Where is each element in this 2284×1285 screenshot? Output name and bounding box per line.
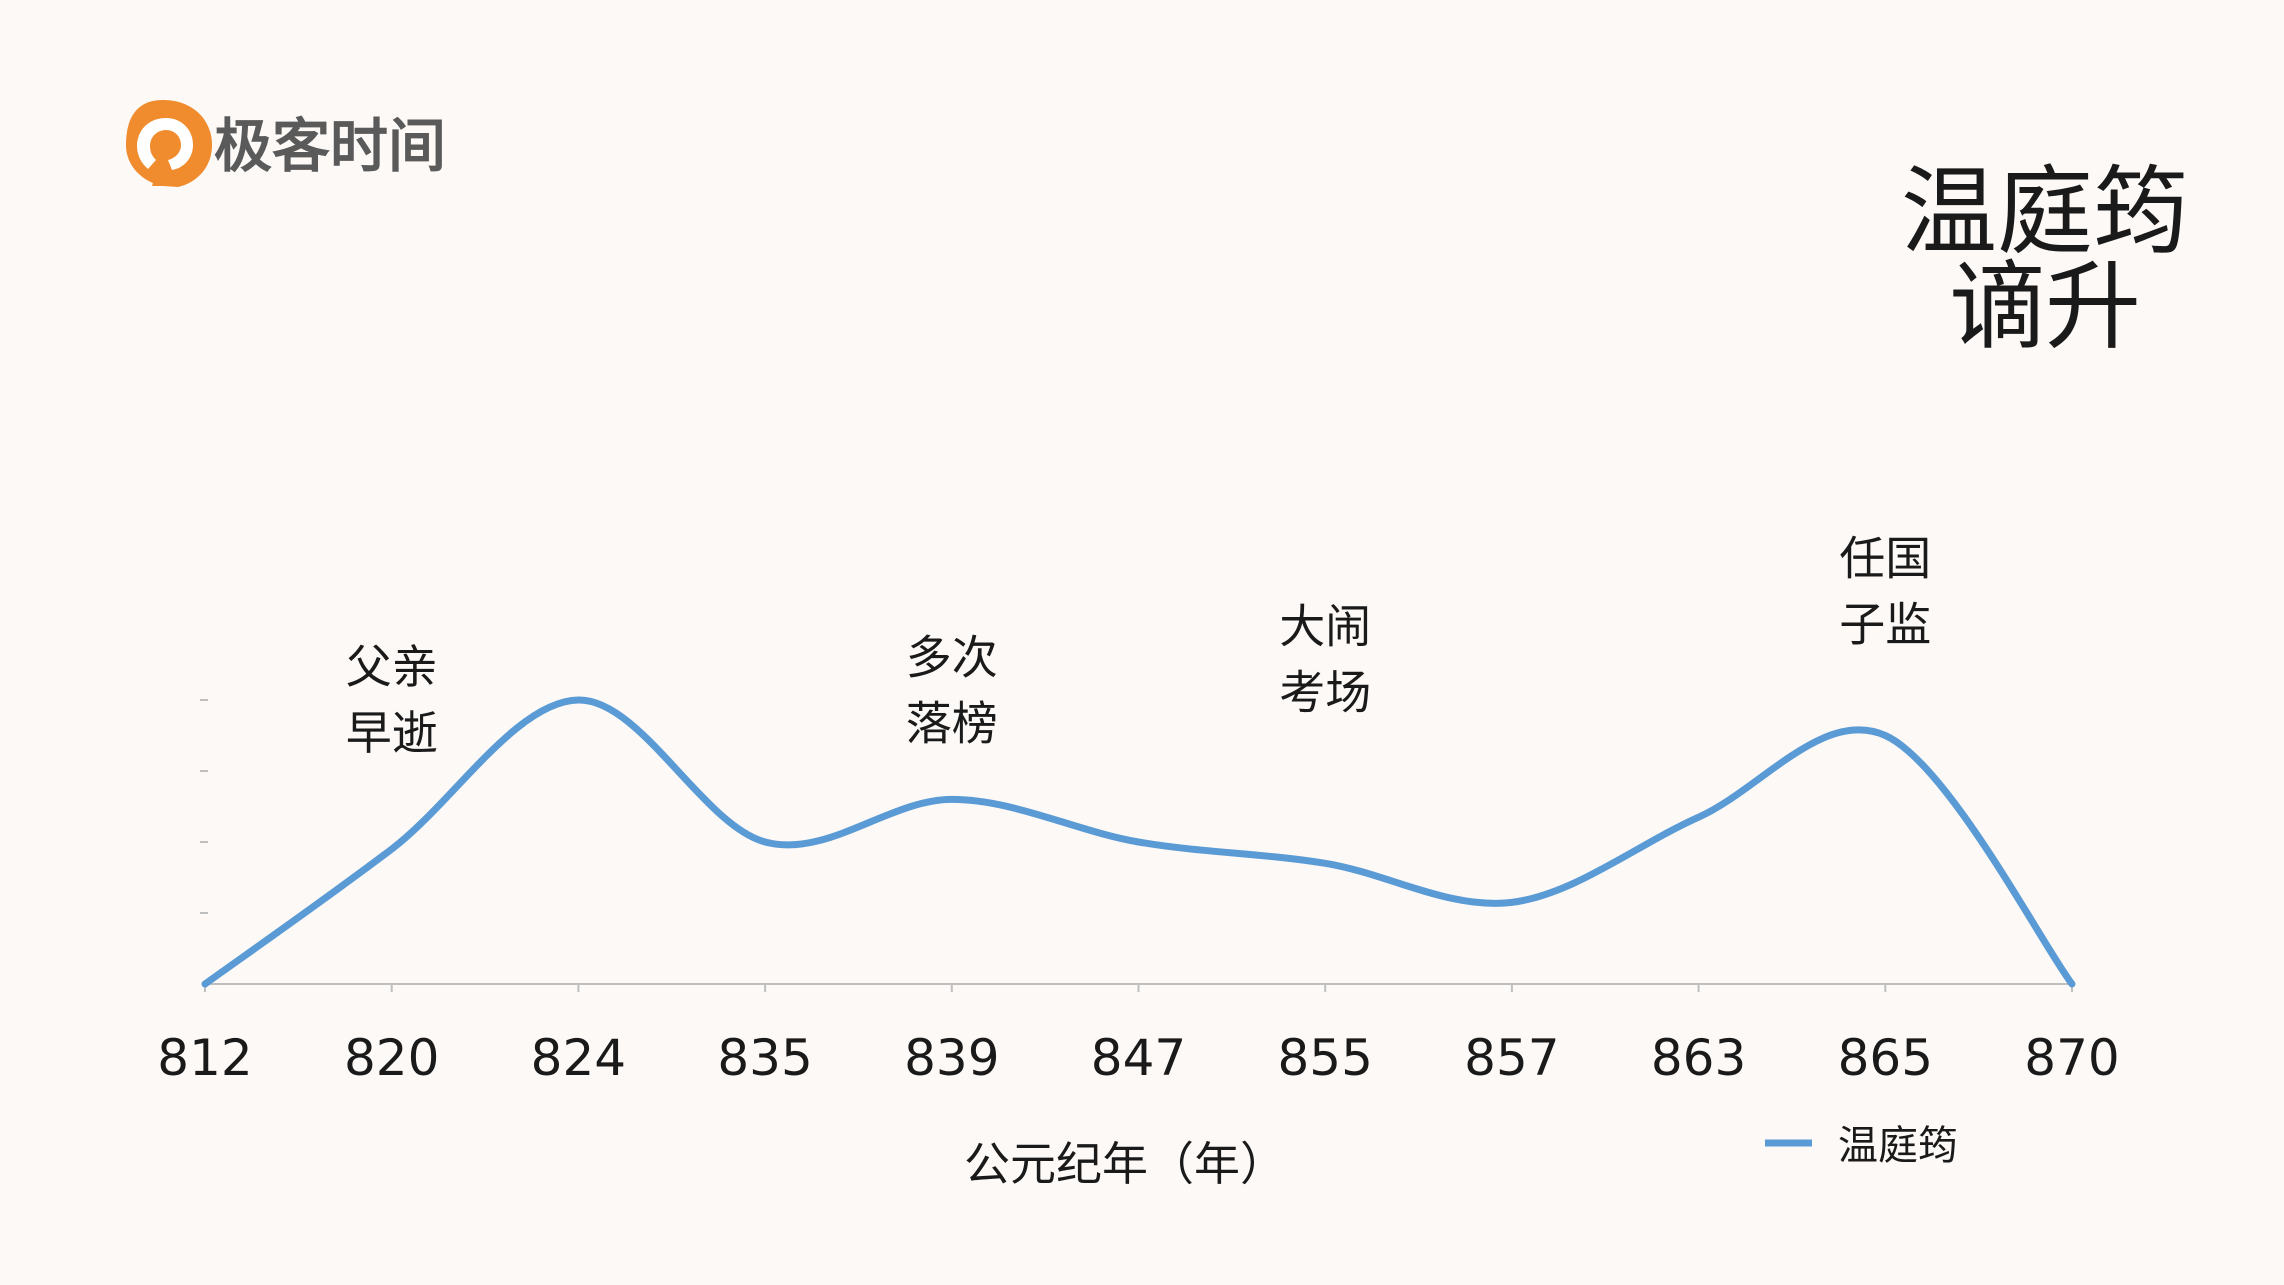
x-tick-label-824: 824: [531, 1029, 626, 1087]
x-tick-label-835: 835: [717, 1029, 812, 1087]
x-tick-label-820: 820: [344, 1029, 439, 1087]
annotation-line: 子监: [1839, 598, 1931, 652]
annotation-line: 落榜: [906, 696, 998, 750]
title-line-1: 温庭筠: [1901, 156, 2189, 268]
chart-title: 温庭筠 谪升: [1901, 156, 2189, 363]
annotation-line: 任国: [1839, 532, 1931, 586]
annotation-line: 父亲: [346, 640, 438, 694]
x-axis-title: 公元纪年（年）: [964, 1137, 1286, 1191]
series-line-wentingyun: [201, 696, 2076, 988]
annotation-line: 大闹: [1279, 599, 1371, 653]
x-tick-label-839: 839: [904, 1029, 999, 1087]
x-tick-label-855: 855: [1277, 1029, 1372, 1087]
y-axis-ticks: [200, 699, 208, 914]
brand-name: 极客时间: [214, 112, 446, 180]
x-tick-label-870: 870: [2024, 1029, 2119, 1087]
x-tick-label-857: 857: [1464, 1029, 1559, 1087]
brand-logo: 极客时间: [126, 100, 446, 187]
legend: 温庭筠: [1765, 1123, 1958, 1169]
annotation-line: 多次: [906, 630, 998, 684]
annotation-line: 早逝: [346, 706, 438, 760]
title-line-2: 谪升: [1949, 251, 2141, 363]
x-axis-ticks: [204, 984, 2073, 992]
x-tick-label-863: 863: [1651, 1029, 1746, 1087]
x-tick-label-847: 847: [1091, 1029, 1186, 1087]
legend-label: 温庭筠: [1838, 1123, 1958, 1169]
brand-logo-icon: [126, 100, 212, 187]
x-tick-label-865: 865: [1838, 1029, 1933, 1087]
x-axis-tick-labels: 812 820 824 835 839 847 855 857 863 865 870: [157, 1029, 2119, 1087]
annotation-line: 考场: [1279, 665, 1371, 719]
x-tick-label-812: 812: [157, 1029, 252, 1087]
